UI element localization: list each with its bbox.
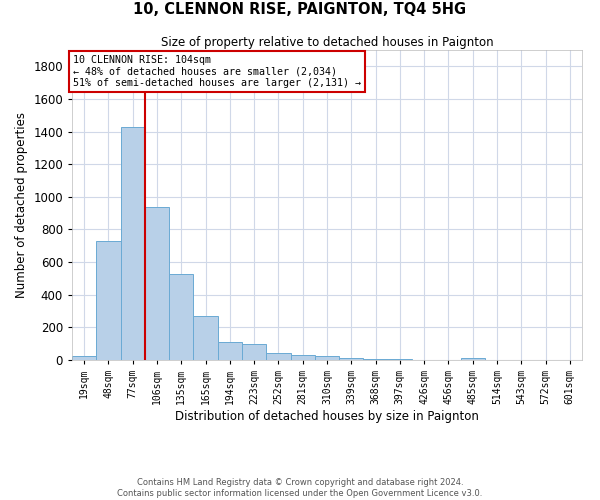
X-axis label: Distribution of detached houses by size in Paignton: Distribution of detached houses by size …: [175, 410, 479, 423]
Bar: [169, 274, 193, 360]
Text: 10 CLENNON RISE: 104sqm
← 48% of detached houses are smaller (2,034)
51% of semi: 10 CLENNON RISE: 104sqm ← 48% of detache…: [73, 55, 361, 88]
Y-axis label: Number of detached properties: Number of detached properties: [14, 112, 28, 298]
Bar: [193, 316, 218, 360]
Text: Contains HM Land Registry data © Crown copyright and database right 2024.
Contai: Contains HM Land Registry data © Crown c…: [118, 478, 482, 498]
Text: 10, CLENNON RISE, PAIGNTON, TQ4 5HG: 10, CLENNON RISE, PAIGNTON, TQ4 5HG: [133, 2, 467, 18]
Bar: [266, 352, 290, 360]
Bar: [121, 126, 145, 360]
Bar: [290, 355, 315, 360]
Bar: [339, 358, 364, 360]
Bar: [242, 344, 266, 360]
Bar: [388, 359, 412, 360]
Bar: [72, 356, 96, 360]
Bar: [461, 358, 485, 360]
Bar: [364, 359, 388, 360]
Bar: [145, 208, 169, 360]
Bar: [315, 356, 339, 360]
Title: Size of property relative to detached houses in Paignton: Size of property relative to detached ho…: [161, 36, 493, 49]
Bar: [96, 241, 121, 360]
Bar: [218, 342, 242, 360]
